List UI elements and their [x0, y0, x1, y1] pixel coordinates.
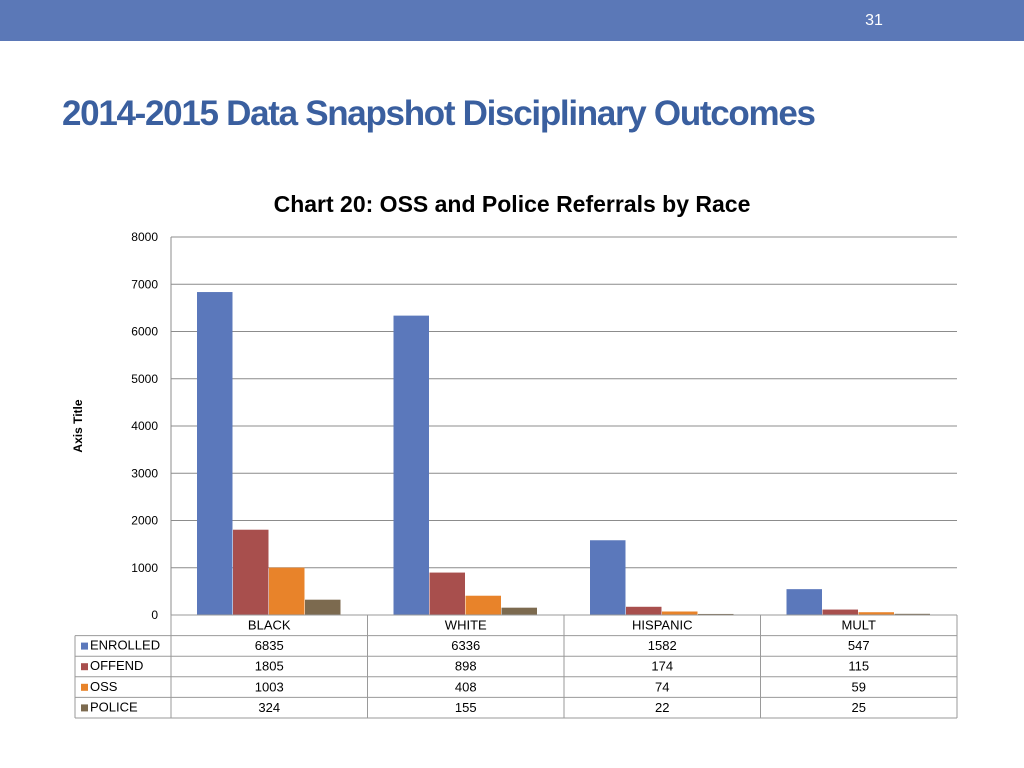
- table-cell-value: 324: [258, 700, 280, 715]
- page-number: 31: [865, 12, 883, 29]
- table-cell-value: 115: [848, 659, 869, 674]
- bar-offend: [822, 609, 858, 615]
- chart-title: Chart 20: OSS and Police Referrals by Ra…: [0, 191, 1024, 218]
- bar-oss: [858, 612, 894, 615]
- table-cell-value: 547: [848, 638, 870, 653]
- table-cell-value: 74: [655, 679, 669, 694]
- bar-offend: [233, 529, 269, 615]
- y-tick-label: 8000: [131, 230, 158, 244]
- table-cell-value: 898: [455, 659, 477, 674]
- bar-enrolled: [590, 540, 626, 615]
- table-cell-value: 1003: [255, 679, 284, 694]
- table-cell-value: 174: [651, 659, 673, 674]
- bar-offend: [429, 572, 465, 615]
- x-category-label: MULT: [842, 618, 876, 633]
- y-tick-label: 2000: [131, 514, 158, 528]
- legend-key-police: [81, 704, 88, 712]
- table-cell-value: 22: [655, 700, 669, 715]
- table-cell-value: 1805: [255, 659, 284, 674]
- y-tick-label: 1000: [131, 561, 158, 575]
- legend-label: OSS: [90, 679, 118, 694]
- table-cell-value: 6835: [255, 638, 284, 653]
- bar-offend: [626, 606, 662, 615]
- bar-oss: [269, 567, 305, 615]
- bar-oss: [662, 611, 698, 615]
- x-category-label: HISPANIC: [632, 618, 692, 633]
- y-tick-label: 6000: [131, 325, 158, 339]
- x-category-label: WHITE: [445, 618, 487, 633]
- table-cell-value: 155: [455, 700, 477, 715]
- table-cell-value: 6336: [451, 638, 480, 653]
- y-tick-label: 3000: [131, 466, 158, 480]
- header-banner: [0, 0, 1024, 41]
- table-cell-value: 1582: [648, 638, 677, 653]
- table-cell-value: 25: [852, 700, 866, 715]
- bar-police: [501, 607, 537, 615]
- table-cell-value: 408: [455, 679, 477, 694]
- legend-label: OFFEND: [90, 658, 143, 673]
- x-category-label: BLACK: [248, 618, 291, 633]
- y-tick-label: 5000: [131, 372, 158, 386]
- legend-key-offend: [81, 663, 88, 671]
- bar-police: [305, 599, 341, 615]
- bar-police: [698, 613, 734, 615]
- legend-label: POLICE: [90, 699, 138, 714]
- bar-police: [894, 613, 930, 615]
- y-axis-title: Axis Title: [71, 399, 85, 452]
- slide-title: 2014-2015 Data Snapshot Disciplinary Out…: [62, 94, 816, 133]
- legend-label: ENROLLED: [90, 638, 160, 653]
- table-cell-value: 59: [852, 679, 866, 694]
- y-tick-label: 4000: [131, 419, 158, 433]
- y-tick-label: 7000: [131, 277, 158, 291]
- chart-title-text: Chart 20: OSS and Police Referrals by Ra…: [273, 191, 751, 217]
- bar-oss: [465, 595, 501, 615]
- legend-key-oss: [81, 683, 88, 691]
- y-tick-label: 0: [151, 608, 158, 622]
- bar-enrolled: [786, 589, 822, 615]
- legend-key-enrolled: [81, 642, 88, 650]
- bar-enrolled: [393, 315, 429, 615]
- bar-enrolled: [197, 292, 233, 615]
